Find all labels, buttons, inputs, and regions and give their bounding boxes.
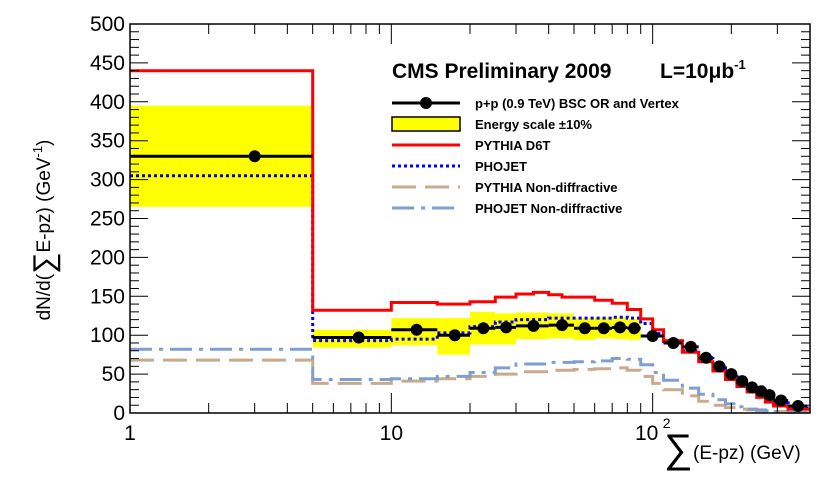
legend-label: PHOJET xyxy=(475,159,527,174)
x-tick-label-exponent: 2 xyxy=(663,415,671,431)
x-tick-label: 10 xyxy=(635,422,658,445)
series-line-phojet-nd xyxy=(130,347,810,414)
data-point xyxy=(527,319,540,332)
x-axis-sum-symbol: ∑ xyxy=(664,427,693,471)
data-point xyxy=(352,331,365,344)
data-point xyxy=(746,381,759,394)
y-tick-label: 50 xyxy=(102,363,125,386)
axis-ticks-layer: 0 50 100 150 200 250 300 350 400 450 500 1 10 10 2 xyxy=(90,13,811,445)
data-point xyxy=(792,399,805,412)
y-tick-label: 450 xyxy=(90,52,125,75)
x-axis-label: (E-pz) (GeV) xyxy=(693,443,801,464)
y-axis-label: dN/d(∑E-pz) (GeV-1) xyxy=(28,140,61,321)
legend-label: Energy scale ±10% xyxy=(475,117,592,132)
legend-item-pythia-nd: PYTHIA Non-diffractive xyxy=(392,180,618,195)
data-point xyxy=(477,322,490,335)
legend-label: PYTHIA Non-diffractive xyxy=(475,180,618,195)
data-point xyxy=(713,360,726,373)
chart-title: CMS Preliminary 2009 xyxy=(392,60,611,83)
data-point xyxy=(725,368,738,381)
x-tick-label: 10 xyxy=(380,422,403,445)
data-point xyxy=(556,319,569,332)
energy-scale-band-layer xyxy=(130,105,641,355)
y-tick-label: 250 xyxy=(90,208,125,231)
y-tick-label: 500 xyxy=(90,13,125,36)
data-point xyxy=(628,322,641,335)
y-tick-label: 0 xyxy=(113,402,125,425)
data-point xyxy=(646,329,659,342)
luminosity-label: L=10μb-1 xyxy=(660,57,746,83)
data-point xyxy=(614,321,627,334)
data-point xyxy=(248,150,261,163)
data-points-layer xyxy=(130,150,808,412)
legend-item-data: p+p (0.9 TeV) BSC OR and Vertex xyxy=(392,96,680,111)
legend-swatch-box xyxy=(391,116,461,132)
data-point xyxy=(700,351,713,364)
legend-swatch-marker xyxy=(420,97,432,109)
y-tick-label: 350 xyxy=(90,130,125,153)
legend-label: PYTHIA D6T xyxy=(475,138,550,153)
data-point xyxy=(763,389,776,402)
legend-item-band: Energy scale ±10% xyxy=(391,116,592,132)
y-tick-label: 400 xyxy=(90,91,125,114)
y-tick-label: 200 xyxy=(90,246,125,269)
y-tick-label: 150 xyxy=(90,285,125,308)
y-tick-label: 100 xyxy=(90,324,125,347)
data-point xyxy=(578,322,591,335)
data-point xyxy=(500,321,513,334)
legend-item-pythia-d6t: PYTHIA D6T xyxy=(392,138,550,153)
legend-label: PHOJET Non-diffractive xyxy=(475,201,622,216)
x-tick-label: 1 xyxy=(124,422,136,445)
data-point xyxy=(597,322,610,335)
data-point xyxy=(410,323,423,336)
data-point xyxy=(736,375,749,388)
legend: p+p (0.9 TeV) BSC OR and Vertex Energy sc… xyxy=(391,96,680,216)
data-point xyxy=(775,394,788,407)
y-tick-label: 300 xyxy=(90,169,125,192)
legend-label: p+p (0.9 TeV) BSC OR and Vertex xyxy=(475,96,680,111)
data-point xyxy=(448,329,461,342)
legend-item-phojet-nd: PHOJET Non-diffractive xyxy=(392,201,622,216)
data-point xyxy=(684,340,697,353)
legend-item-phojet: PHOJET xyxy=(392,159,527,174)
data-point xyxy=(667,336,680,349)
